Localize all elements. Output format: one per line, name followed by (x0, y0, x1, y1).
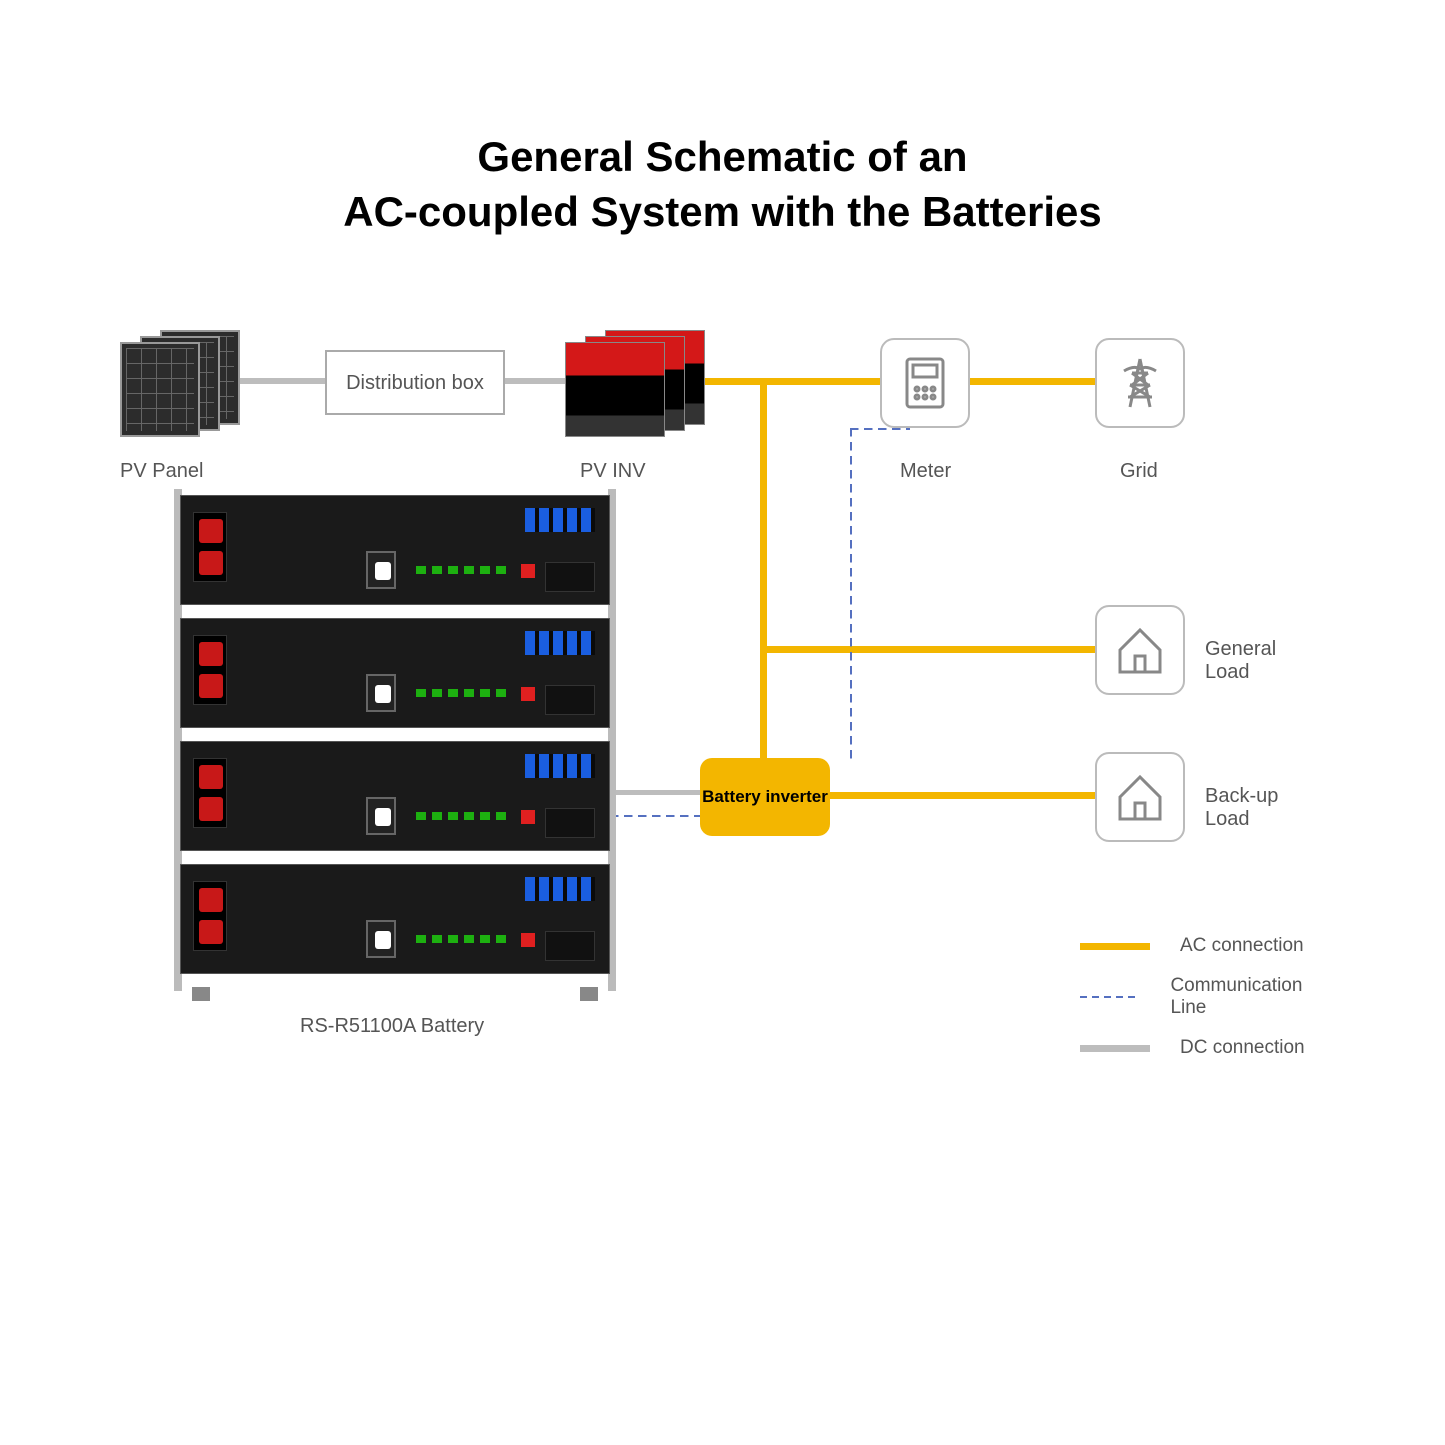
battery-stack-node (180, 495, 610, 985)
pv-inverter-node (565, 330, 705, 440)
dc-dist-to-inv (503, 378, 569, 384)
page-title: General Schematic of an AC-coupled Syste… (0, 130, 1445, 239)
battery-unit (180, 618, 610, 728)
legend-row-dc: DC connection (1080, 1037, 1320, 1059)
legend-dc-label: DC connection (1180, 1037, 1305, 1059)
general-load-node (1095, 605, 1185, 695)
grid-node (1095, 338, 1185, 428)
title-line-2: AC-coupled System with the Batteries (343, 188, 1101, 235)
legend-row-ac: AC connection (1080, 935, 1320, 957)
distribution-box-text: Distribution box (346, 371, 484, 395)
ac-meter-to-grid (968, 378, 1098, 385)
battery-inverter-node: Battery inverter (700, 758, 830, 836)
rack-foot (192, 987, 210, 1001)
legend-row-comm: Communication Line (1080, 975, 1320, 1019)
battery-inverter-text: Battery inverter (702, 787, 828, 807)
battery-label: RS-R51100A Battery (300, 1015, 484, 1038)
legend-swatch-comm (1080, 996, 1140, 998)
legend-ac-label: AC connection (1180, 935, 1304, 957)
schematic-diagram: PV Panel Distribution box PV INV Meter G… (120, 320, 1320, 1120)
grid-tower-icon (1110, 353, 1170, 413)
title-line-1: General Schematic of an (477, 133, 967, 180)
backup-load-label: Back-up Load (1205, 785, 1320, 831)
distribution-box-node: Distribution box (325, 350, 505, 415)
solar-panel-icon (120, 342, 200, 437)
grid-label: Grid (1120, 460, 1158, 483)
legend: AC connection Communication Line DC conn… (1080, 935, 1320, 1077)
house-icon (1110, 767, 1170, 827)
meter-icon (895, 353, 955, 413)
battery-unit (180, 495, 610, 605)
meter-label: Meter (900, 460, 951, 483)
general-load-label: General Load (1205, 638, 1320, 684)
inverter-icon (565, 342, 665, 437)
dc-batt-to-binv-h (610, 790, 704, 795)
backup-load-node (1095, 752, 1185, 842)
rack-foot (580, 987, 598, 1001)
comm-binv-to-meter-h (850, 428, 910, 430)
legend-swatch-dc (1080, 1045, 1150, 1052)
meter-node (880, 338, 970, 428)
battery-unit (180, 741, 610, 851)
ac-bus-vertical (760, 378, 767, 763)
pv-inv-label: PV INV (580, 460, 646, 483)
ac-binv-to-backup (828, 792, 1098, 799)
legend-comm-label: Communication Line (1170, 975, 1320, 1019)
pv-panel-label: PV Panel (120, 460, 203, 483)
legend-swatch-ac (1080, 943, 1150, 950)
ac-inv-to-meter (702, 378, 882, 385)
dc-pv-to-dist (238, 378, 328, 384)
house-icon (1110, 620, 1170, 680)
battery-unit (180, 864, 610, 974)
pv-panel-node (120, 330, 250, 440)
ac-to-genload-h (765, 646, 1098, 653)
comm-binv-to-meter-v (850, 428, 852, 760)
comm-batt-to-binv (610, 815, 704, 817)
